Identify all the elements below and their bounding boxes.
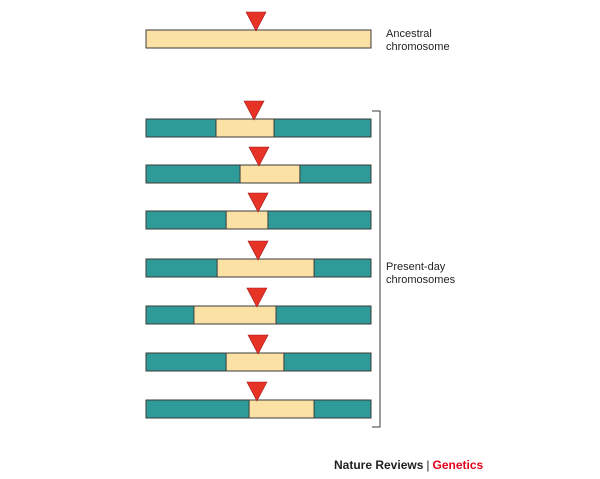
ancestral-label-line1: Ancestral (386, 28, 432, 40)
marker-icon (248, 146, 270, 167)
ancestral-chromosome-label: Ancestral chromosome (386, 28, 450, 54)
marker-icon (247, 240, 269, 261)
ancestral-label-line2: chromosome (386, 41, 450, 53)
bracket-icon (372, 110, 381, 428)
present-day-chromosome (145, 146, 372, 184)
marker-icon (247, 334, 269, 355)
ancestral-segment-bar (193, 305, 277, 325)
present-day-chromosome (145, 334, 372, 372)
journal-section: Genetics (432, 458, 484, 472)
journal-name: Nature Reviews (334, 458, 424, 472)
ancestral-segment-bar (225, 210, 269, 230)
ancestral-segment-bar (216, 258, 315, 278)
present-day-chromosome (145, 240, 372, 278)
journal-separator: | (426, 458, 430, 472)
present-day-chromosomes-label: Present-day chromosomes (386, 261, 455, 287)
marker-icon (247, 192, 269, 213)
journal-credit: Nature Reviews | Genetics (334, 458, 483, 472)
ancestral-segment-bar (248, 399, 315, 419)
ancestral-segment-bar (225, 352, 285, 372)
ancestral-chromosome-group (145, 11, 372, 49)
present-day-chromosome (145, 381, 372, 419)
ancestral-marker-icon (245, 11, 267, 32)
ancestral-segment-bar (239, 164, 301, 184)
marker-icon (243, 100, 265, 121)
ancestral-chromosome-bar (145, 29, 372, 49)
present-label-line1: Present-day (386, 261, 446, 273)
ancestral-segment-bar (215, 118, 275, 138)
present-day-chromosomes-group (145, 100, 372, 419)
marker-icon (246, 287, 268, 308)
present-day-chromosome (145, 192, 372, 230)
marker-icon (246, 381, 268, 402)
present-label-line2: chromosomes (386, 274, 456, 286)
present-day-chromosome (145, 287, 372, 325)
present-day-chromosome (145, 100, 372, 138)
